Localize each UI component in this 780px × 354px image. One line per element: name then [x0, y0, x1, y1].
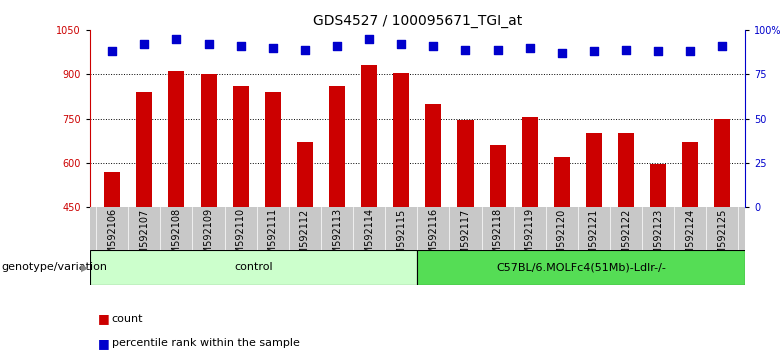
Point	[555, 50, 568, 56]
Bar	[490, 145, 505, 207]
Point	[299, 47, 311, 52]
Bar	[90, 250, 417, 285]
Point	[363, 36, 375, 42]
Text: percentile rank within the sample: percentile rank within the sample	[112, 338, 300, 348]
Bar	[329, 86, 345, 207]
Text: count: count	[112, 314, 143, 324]
Point	[459, 47, 472, 52]
Bar	[586, 133, 602, 207]
Text: control: control	[234, 262, 273, 272]
Point	[684, 48, 697, 54]
Point	[587, 48, 600, 54]
Bar	[417, 250, 745, 285]
Bar	[457, 120, 473, 207]
Text: GSM592124: GSM592124	[686, 209, 695, 268]
Point	[652, 48, 665, 54]
Text: GSM592119: GSM592119	[525, 209, 535, 268]
Text: GSM592116: GSM592116	[428, 209, 438, 268]
Bar	[168, 72, 184, 207]
Text: ■: ■	[98, 337, 109, 350]
Point	[427, 43, 440, 49]
Bar	[651, 164, 666, 207]
Text: GSM592108: GSM592108	[172, 209, 182, 268]
Point	[170, 36, 183, 42]
Point	[620, 47, 633, 52]
Bar	[361, 65, 378, 207]
Bar	[425, 104, 441, 207]
Text: C57BL/6.MOLFc4(51Mb)-Ldlr-/-: C57BL/6.MOLFc4(51Mb)-Ldlr-/-	[496, 262, 666, 272]
Text: GSM592117: GSM592117	[460, 209, 470, 268]
Bar	[393, 73, 410, 207]
Bar	[200, 74, 217, 207]
Text: GSM592106: GSM592106	[107, 209, 117, 268]
Text: GSM592125: GSM592125	[718, 209, 728, 268]
Text: GSM592120: GSM592120	[557, 209, 567, 268]
Point	[267, 45, 279, 51]
Point	[331, 43, 343, 49]
Bar	[105, 172, 120, 207]
Text: GSM592121: GSM592121	[589, 209, 599, 268]
Bar	[682, 142, 698, 207]
Bar	[297, 142, 313, 207]
Text: GSM592110: GSM592110	[236, 209, 246, 268]
Point	[138, 41, 151, 47]
Text: GSM592109: GSM592109	[204, 209, 214, 268]
Point	[523, 45, 536, 51]
Text: GSM592123: GSM592123	[653, 209, 663, 268]
Text: GSM592112: GSM592112	[300, 209, 310, 268]
Point	[716, 43, 729, 49]
Bar	[264, 92, 281, 207]
Bar	[522, 117, 537, 207]
Text: GSM592111: GSM592111	[268, 209, 278, 268]
Title: GDS4527 / 100095671_TGI_at: GDS4527 / 100095671_TGI_at	[313, 14, 522, 28]
Text: GSM592115: GSM592115	[396, 209, 406, 268]
Point	[235, 43, 247, 49]
Bar	[232, 86, 249, 207]
Bar	[618, 133, 634, 207]
Point	[106, 48, 119, 54]
Text: GSM592113: GSM592113	[332, 209, 342, 268]
Bar	[714, 119, 730, 207]
Text: GSM592107: GSM592107	[140, 209, 149, 268]
Text: GSM592122: GSM592122	[621, 209, 631, 268]
Text: GSM592118: GSM592118	[493, 209, 502, 268]
Text: ■: ■	[98, 312, 109, 325]
Point	[491, 47, 504, 52]
Bar	[136, 92, 152, 207]
Bar	[554, 157, 570, 207]
Point	[395, 41, 407, 47]
Text: GSM592114: GSM592114	[364, 209, 374, 268]
Text: genotype/variation: genotype/variation	[2, 262, 108, 272]
Text: ▶: ▶	[80, 262, 88, 272]
Point	[202, 41, 215, 47]
